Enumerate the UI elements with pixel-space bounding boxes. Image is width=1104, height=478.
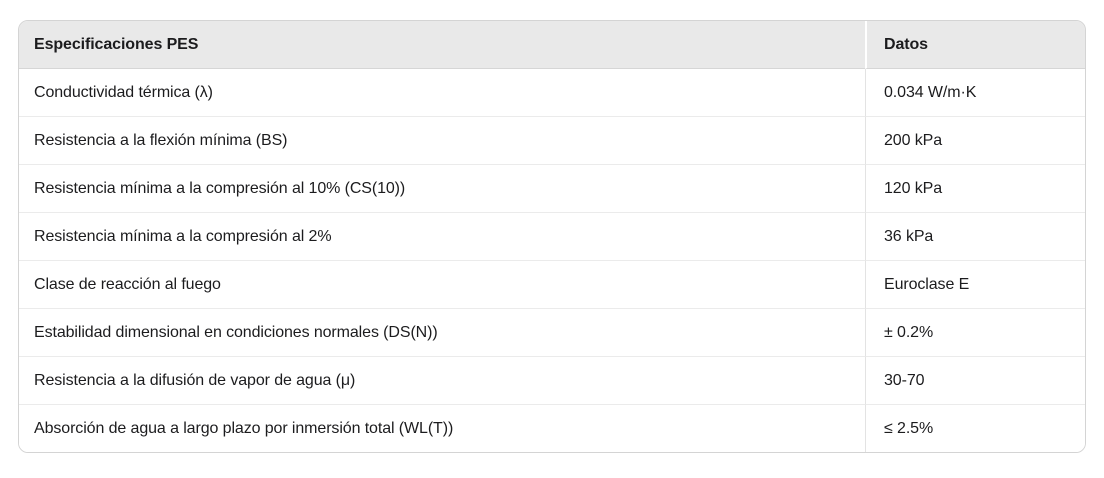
table-body: Conductividad térmica (λ) 0.034 W/m·K Re… xyxy=(19,69,1085,452)
column-header-datos: Datos xyxy=(865,21,1085,69)
table-row: Absorción de agua a largo plazo por inme… xyxy=(19,404,1085,452)
table-row: Resistencia a la flexión mínima (BS) 200… xyxy=(19,116,1085,164)
table-row: Clase de reacción al fuego Euroclase E xyxy=(19,260,1085,308)
spec-name-cell: Clase de reacción al fuego xyxy=(19,260,865,308)
spec-value-cell: 200 kPa xyxy=(865,116,1085,164)
table-row: Estabilidad dimensional en condiciones n… xyxy=(19,308,1085,356)
table-header-row: Especificaciones PES Datos xyxy=(19,21,1085,69)
spec-value-cell: 30-70 xyxy=(865,356,1085,404)
spec-value-cell: ≤ 2.5% xyxy=(865,404,1085,452)
specifications-table-card: Especificaciones PES Datos Conductividad… xyxy=(18,20,1086,453)
spec-value-cell: 120 kPa xyxy=(865,164,1085,212)
spec-name-cell: Resistencia mínima a la compresión al 2% xyxy=(19,212,865,260)
table-row: Resistencia mínima a la compresión al 2%… xyxy=(19,212,1085,260)
spec-name-cell: Estabilidad dimensional en condiciones n… xyxy=(19,308,865,356)
spec-name-cell: Resistencia a la difusión de vapor de ag… xyxy=(19,356,865,404)
column-header-especificaciones-pes: Especificaciones PES xyxy=(19,21,865,69)
table-row: Conductividad térmica (λ) 0.034 W/m·K xyxy=(19,69,1085,116)
table-row: Resistencia mínima a la compresión al 10… xyxy=(19,164,1085,212)
spec-name-cell: Conductividad térmica (λ) xyxy=(19,69,865,116)
spec-name-cell: Resistencia a la flexión mínima (BS) xyxy=(19,116,865,164)
spec-name-cell: Absorción de agua a largo plazo por inme… xyxy=(19,404,865,452)
spec-value-cell: Euroclase E xyxy=(865,260,1085,308)
specifications-table: Especificaciones PES Datos Conductividad… xyxy=(19,21,1085,452)
spec-name-cell: Resistencia mínima a la compresión al 10… xyxy=(19,164,865,212)
spec-value-cell: ± 0.2% xyxy=(865,308,1085,356)
spec-value-cell: 0.034 W/m·K xyxy=(865,69,1085,116)
spec-value-cell: 36 kPa xyxy=(865,212,1085,260)
table-row: Resistencia a la difusión de vapor de ag… xyxy=(19,356,1085,404)
